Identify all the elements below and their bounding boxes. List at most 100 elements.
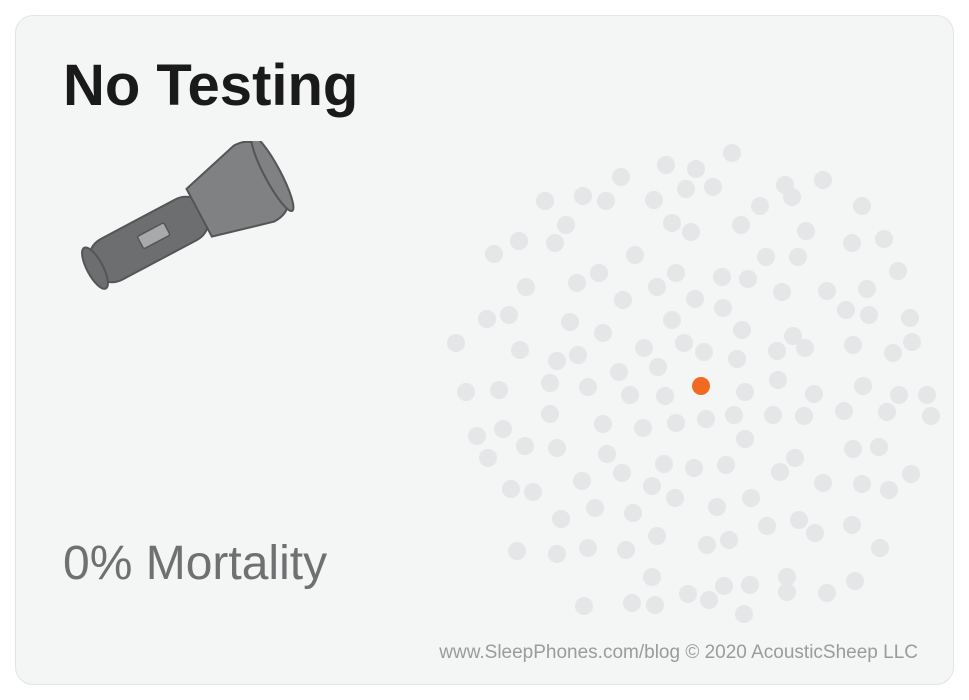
- case-dot: [612, 168, 630, 186]
- case-dot: [648, 278, 666, 296]
- case-dot: [510, 232, 528, 250]
- case-dot: [790, 511, 808, 529]
- case-dot: [697, 410, 715, 428]
- case-dot: [614, 291, 632, 309]
- case-dot: [517, 278, 535, 296]
- case-dot: [769, 371, 787, 389]
- infographic-card: No Testing 0% Mortality www.SleepPhones.…: [15, 15, 954, 685]
- case-dot: [720, 531, 738, 549]
- case-dot: [768, 342, 786, 360]
- case-dot: [860, 306, 878, 324]
- case-dot: [663, 214, 681, 232]
- case-dot: [723, 144, 741, 162]
- case-dot: [880, 481, 898, 499]
- case-dot: [621, 386, 639, 404]
- case-dot: [733, 321, 751, 339]
- case-dot: [796, 339, 814, 357]
- case-dot: [685, 459, 703, 477]
- attribution-text: www.SleepPhones.com/blog © 2020 Acoustic…: [439, 642, 918, 664]
- population-dot-cluster: [446, 131, 954, 641]
- headline-text: No Testing: [63, 52, 358, 119]
- case-dot: [708, 498, 726, 516]
- case-dot: [617, 541, 635, 559]
- case-dot: [623, 594, 641, 612]
- case-dot: [649, 358, 667, 376]
- case-dot: [546, 234, 564, 252]
- case-dot: [646, 596, 664, 614]
- case-dot: [610, 363, 628, 381]
- case-dot: [594, 324, 612, 342]
- case-dot: [795, 407, 813, 425]
- case-dot: [490, 381, 508, 399]
- case-dot: [457, 383, 475, 401]
- case-dot: [844, 440, 862, 458]
- case-dot: [643, 477, 661, 495]
- case-dot: [903, 333, 921, 351]
- case-dot: [677, 180, 695, 198]
- flashlight-icon: [52, 141, 312, 306]
- case-dot: [579, 378, 597, 396]
- case-dot: [854, 377, 872, 395]
- case-dot: [634, 419, 652, 437]
- case-dot: [586, 499, 604, 517]
- case-dot: [846, 572, 864, 590]
- case-dot: [590, 264, 608, 282]
- case-dot: [871, 539, 889, 557]
- case-dot: [797, 222, 815, 240]
- case-dot: [806, 524, 824, 542]
- case-dot: [594, 415, 612, 433]
- case-dot: [574, 187, 592, 205]
- case-dot: [624, 504, 642, 522]
- case-dot: [635, 339, 653, 357]
- case-dot: [643, 568, 661, 586]
- case-dot: [666, 489, 684, 507]
- case-dot: [447, 334, 465, 352]
- case-dot: [773, 283, 791, 301]
- case-dot: [479, 449, 497, 467]
- case-dot: [725, 406, 743, 424]
- case-dot: [751, 197, 769, 215]
- case-dot: [695, 343, 713, 361]
- case-dot: [516, 437, 534, 455]
- case-dot: [878, 403, 896, 421]
- case-dot: [858, 280, 876, 298]
- case-dot: [645, 191, 663, 209]
- case-dot: [675, 334, 693, 352]
- case-dot: [764, 406, 782, 424]
- case-dot: [835, 402, 853, 420]
- case-dot: [597, 192, 615, 210]
- case-dot: [805, 385, 823, 403]
- case-dot: [853, 197, 871, 215]
- case-dot: [922, 407, 940, 425]
- case-dot: [548, 545, 566, 563]
- case-dot: [844, 336, 862, 354]
- case-dot: [569, 346, 587, 364]
- case-dot: [541, 405, 559, 423]
- case-dot: [918, 386, 936, 404]
- case-dot: [739, 270, 757, 288]
- case-dot: [561, 313, 579, 331]
- case-dot: [575, 597, 593, 615]
- case-dot: [494, 420, 512, 438]
- case-dot: [655, 455, 673, 473]
- case-dot: [613, 464, 631, 482]
- case-dot: [682, 223, 700, 241]
- case-dot: [870, 438, 888, 456]
- case-dot: [700, 591, 718, 609]
- case-dot: [524, 483, 542, 501]
- case-dot: [736, 430, 754, 448]
- case-dot: [758, 517, 776, 535]
- case-dot: [875, 230, 893, 248]
- case-dot: [478, 310, 496, 328]
- case-dot: [667, 414, 685, 432]
- case-dot: [814, 474, 832, 492]
- case-dot: [771, 463, 789, 481]
- case-dot: [667, 264, 685, 282]
- case-dot: [573, 472, 591, 490]
- case-dot: [687, 160, 705, 178]
- case-dot: [579, 539, 597, 557]
- case-dot: [786, 449, 804, 467]
- case-dot: [843, 516, 861, 534]
- case-dot: [742, 489, 760, 507]
- case-dot: [736, 383, 754, 401]
